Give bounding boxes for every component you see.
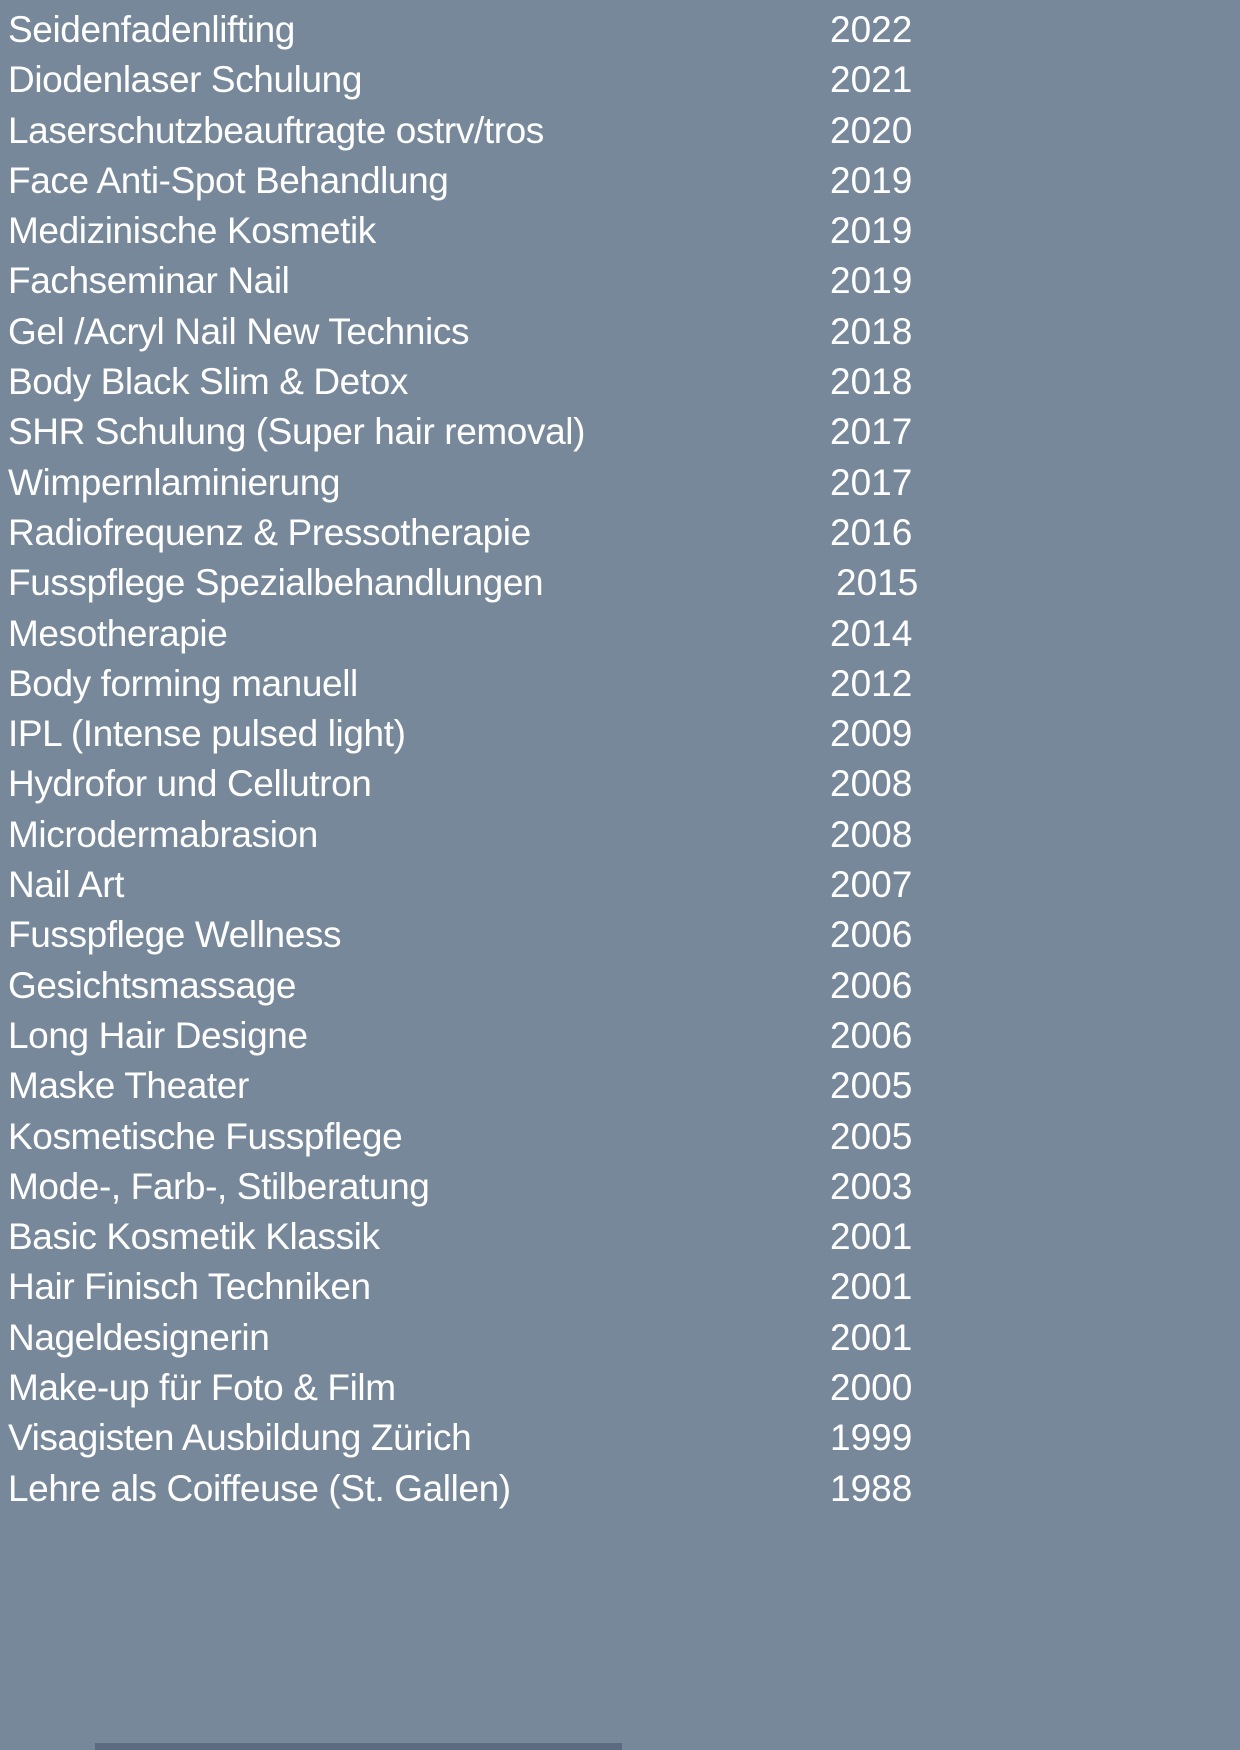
entry-label: Nail Art [8,864,125,906]
entry-year: 2017 [830,411,913,453]
entry-label: Gesichtsmassage [8,964,297,1006]
entry-label: Lehre als Coiffeuse (St. Gallen) [8,1467,511,1509]
entry-label: Diodenlaser Schulung [8,59,363,101]
entry-label: Make-up für Foto & Film [8,1367,396,1409]
entry-year: 2019 [830,260,913,302]
list-item: Hydrofor und Cellutron 2008 [0,759,1240,809]
entry-year: 2020 [830,109,913,151]
entry-year: 2000 [830,1367,913,1409]
list-item: Visagisten Ausbildung Zürich 1999 [0,1413,1240,1463]
entry-label: Mode-, Farb-, Stilberatung [8,1165,430,1207]
entry-label: IPL (Intense pulsed light) [8,713,406,755]
entry-label: SHR Schulung (Super hair removal) [8,411,585,453]
entry-year: 2006 [830,914,913,956]
entry-label: Medizinische Kosmetik [8,210,376,252]
bottom-accent-bar [95,1743,622,1750]
entry-year: 2008 [830,813,913,855]
entry-label: Fachseminar Nail [8,260,290,302]
list-item: Nageldesignerin 2001 [0,1313,1240,1363]
entry-label: Visagisten Ausbildung Zürich [8,1417,472,1459]
list-item: Face Anti-Spot Behandlung 2019 [0,156,1240,206]
entry-label: Radiofrequenz & Pressotherapie [8,511,531,553]
entry-label: Fusspflege Spezialbehandlungen [8,562,544,604]
list-item: Seidenfadenlifting 2022 [0,5,1240,55]
list-item: Hair Finisch Techniken 2001 [0,1262,1240,1312]
entry-year: 2019 [830,210,913,252]
list-item: Wimpernlaminierung 2017 [0,458,1240,508]
list-item: SHR Schulung (Super hair removal) 2017 [0,407,1240,457]
list-item: Microdermabrasion 2008 [0,810,1240,860]
entry-year: 2018 [830,361,913,403]
list-item: Fusspflege Wellness 2006 [0,910,1240,960]
entry-year: 2015 [836,562,919,604]
entry-label: Microdermabrasion [8,813,318,855]
entry-label: Body Black Slim & Detox [8,361,409,403]
list-item: IPL (Intense pulsed light) 2009 [0,709,1240,759]
entry-year: 2005 [830,1115,913,1157]
entry-year: 2001 [830,1266,913,1308]
entry-year: 2021 [830,59,913,101]
entry-label: Mesotherapie [8,612,228,654]
entry-year: 2019 [830,159,913,201]
entry-year: 2007 [830,864,913,906]
list-item: Body forming manuell 2012 [0,659,1240,709]
entry-year: 2001 [830,1216,913,1258]
list-item: Mode-, Farb-, Stilberatung 2003 [0,1162,1240,1212]
entry-label: Body forming manuell [8,662,358,704]
entry-year: 2018 [830,310,913,352]
list-item: Radiofrequenz & Pressotherapie 2016 [0,508,1240,558]
list-item: Laserschutzbeauftragte ostrv/tros 2020 [0,106,1240,156]
entry-year: 2022 [830,9,913,50]
entry-label: Fusspflege Wellness [8,914,342,956]
list-item: Mesotherapie 2014 [0,609,1240,659]
list-item: Long Hair Designe 2006 [0,1011,1240,1061]
entry-year: 2001 [830,1316,913,1358]
list-item: Gel /Acryl Nail New Technics 2018 [0,307,1240,357]
entry-label: Maske Theater [8,1065,249,1107]
list-item: Diodenlaser Schulung 2021 [0,55,1240,105]
list-item: Basic Kosmetik Klassik 2001 [0,1212,1240,1262]
entry-year: 2006 [830,964,913,1006]
list-item: Medizinische Kosmetik 2019 [0,206,1240,256]
entry-label: Wimpernlaminierung [8,461,341,503]
entry-year: 2008 [830,763,913,805]
entry-label: Laserschutzbeauftragte ostrv/tros [8,109,544,151]
list-item: Maske Theater 2005 [0,1061,1240,1111]
entry-year: 2006 [830,1014,913,1056]
entry-label: Gel /Acryl Nail New Technics [8,310,470,352]
entry-label: Long Hair Designe [8,1014,308,1056]
list-item: Make-up für Foto & Film 2000 [0,1363,1240,1413]
entry-label: Hair Finisch Techniken [8,1266,371,1308]
list-item: Body Black Slim & Detox 2018 [0,357,1240,407]
entry-label: Hydrofor und Cellutron [8,763,372,805]
list-item: Kosmetische Fusspflege 2005 [0,1112,1240,1162]
qualifications-list: Seidenfadenlifting 2022 Diodenlaser Schulu… [0,5,1240,1514]
list-item: Lehre als Coiffeuse (St. Gallen) 1988 [0,1464,1240,1514]
entry-label: Kosmetische Fusspflege [8,1115,403,1157]
entry-year: 1999 [830,1417,913,1459]
entry-label: Face Anti-Spot Behandlung [8,159,449,201]
entry-label: Seidenfadenlifting [8,9,295,50]
entry-year: 2016 [830,511,913,553]
entry-year: 1988 [830,1467,913,1509]
entry-label: Nageldesignerin [8,1316,270,1358]
entry-year: 2003 [830,1165,913,1207]
entry-year: 2005 [830,1065,913,1107]
entry-year: 2017 [830,461,913,503]
list-item: Fusspflege Spezialbehandlungen 2015 [0,558,1240,608]
list-item: Nail Art 2007 [0,860,1240,910]
list-item: Gesichtsmassage 2006 [0,961,1240,1011]
list-item: Fachseminar Nail 2019 [0,256,1240,306]
entry-year: 2014 [830,612,913,654]
entry-year: 2009 [830,713,913,755]
entry-year: 2012 [830,662,913,704]
entry-label: Basic Kosmetik Klassik [8,1216,380,1258]
